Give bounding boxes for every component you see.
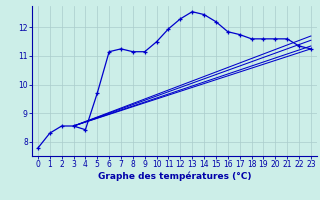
X-axis label: Graphe des températures (°C): Graphe des températures (°C) — [98, 172, 251, 181]
